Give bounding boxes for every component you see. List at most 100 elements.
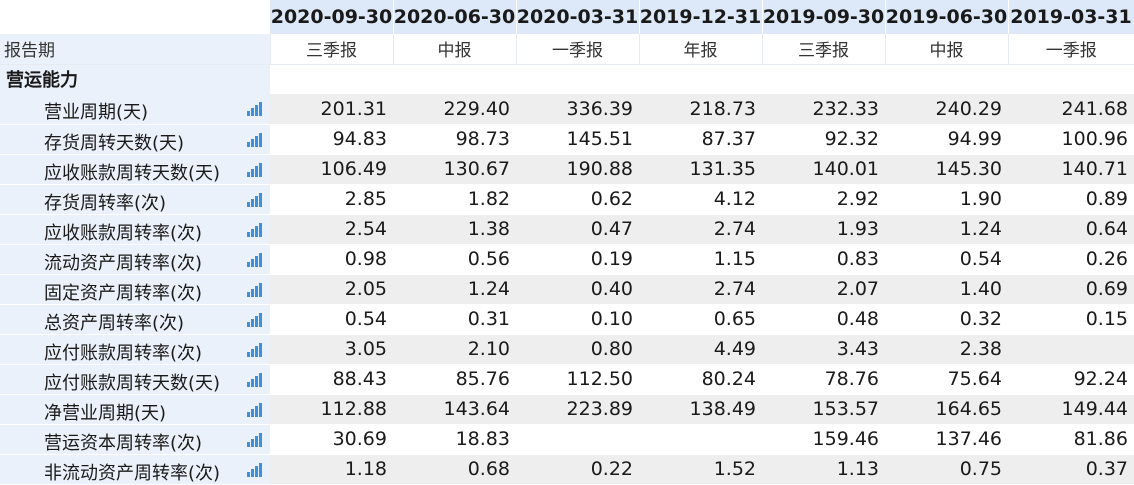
value-cell: 1.24: [393, 274, 516, 305]
value-cell: 223.89: [516, 394, 639, 425]
value-cell: 18.83: [393, 424, 516, 455]
row-label: 非流动资产周转率(次): [44, 462, 221, 484]
value-cell: 2.05: [270, 274, 393, 305]
value-cell: 137.46: [885, 424, 1008, 455]
value-cell: 1.13: [762, 454, 885, 485]
value-cell: 0.69: [1008, 274, 1134, 305]
date-header[interactable]: 2020-03-31: [516, 0, 640, 34]
row-label: 应收账款周转率(次): [44, 222, 203, 244]
value-cell: 164.65: [885, 394, 1008, 425]
row-label-cell: 应付账款周转天数(天): [0, 364, 270, 395]
value-cell: 149.44: [1008, 394, 1134, 425]
bar-chart-icon[interactable]: [246, 162, 262, 177]
value-cell: 78.76: [762, 364, 885, 395]
value-cell: 190.88: [516, 154, 639, 185]
table-row: 固定资产周转率(次) 2.05 1.24 0.40 2.74 2.07 1.40 0.69: [0, 274, 1134, 305]
value-cell: 0.19: [516, 244, 639, 275]
row-label: 应付账款周转率(次): [44, 342, 203, 364]
value-cell: 336.39: [516, 94, 639, 125]
row-label: 存货周转率(次): [44, 192, 167, 214]
table-row: 应收账款周转率(次) 2.54 1.38 0.47 2.74 1.93 1.24 0.64: [0, 214, 1134, 245]
value-cell: 87.37: [639, 124, 762, 155]
report-period-value: 三季报: [269, 34, 393, 65]
value-cell: 2.10: [393, 334, 516, 365]
row-label: 营业周期(天): [44, 102, 149, 123]
value-cell: 85.76: [393, 364, 516, 395]
table-row: 存货周转天数(天) 94.83 98.73 145.51 87.37 92.32 94.99…: [0, 124, 1134, 155]
date-header[interactable]: 2019-12-31: [639, 0, 763, 34]
value-cell: 0.22: [516, 454, 639, 485]
value-cell: 0.65: [639, 304, 762, 335]
value-cell: 1.18: [270, 454, 393, 485]
value-cell: 0.32: [885, 304, 1008, 335]
row-label-cell: 存货周转天数(天): [0, 124, 270, 155]
value-cell: 0.83: [762, 244, 885, 275]
date-header[interactable]: 2020-06-30: [393, 0, 517, 34]
date-header[interactable]: 2020-09-30: [270, 0, 394, 34]
value-cell: 112.50: [516, 364, 639, 395]
value-cell: 100.96: [1008, 124, 1134, 155]
date-header-row: 2020-09-30 2020-06-30 2020-03-31 2019-12…: [0, 0, 1134, 34]
row-label-cell: 营业周期(天): [0, 94, 270, 125]
bar-chart-icon[interactable]: [246, 462, 262, 477]
value-cell: 2.74: [639, 274, 762, 305]
bar-chart-icon[interactable]: [246, 192, 262, 207]
header-corner: [0, 0, 271, 34]
value-cell: 4.12: [639, 184, 762, 215]
value-cell: 0.56: [393, 244, 516, 275]
row-label: 净营业周期(天): [44, 402, 167, 424]
date-header[interactable]: 2019-03-31: [1008, 0, 1134, 34]
bar-chart-icon[interactable]: [246, 372, 262, 387]
table-row: 应收账款周转天数(天) 106.49 130.67 190.88 131.35 140.0…: [0, 154, 1134, 185]
value-cell: 131.35: [639, 154, 762, 185]
value-cell: 2.85: [270, 184, 393, 215]
value-cell: 92.24: [1008, 364, 1134, 395]
table-row: 应付账款周转天数(天) 88.43 85.76 112.50 80.24 78.76 75.…: [0, 364, 1134, 395]
report-period-label: 报告期: [0, 34, 270, 65]
value-cell: 75.64: [885, 364, 1008, 395]
bar-chart-icon[interactable]: [246, 102, 262, 116]
value-cell: 98.73: [393, 124, 516, 155]
row-label-cell: 非流动资产周转率(次): [0, 454, 270, 485]
value-cell: 2.74: [639, 214, 762, 245]
value-cell: 2.07: [762, 274, 885, 305]
date-header[interactable]: 2019-09-30: [762, 0, 886, 34]
value-cell: 92.32: [762, 124, 885, 155]
value-cell: 0.37: [1008, 454, 1134, 485]
value-cell: 112.88: [270, 394, 393, 425]
value-cell: 0.26: [1008, 244, 1134, 275]
bar-chart-icon[interactable]: [246, 432, 262, 447]
row-label-cell: 流动资产周转率(次): [0, 244, 270, 275]
table-row: 营运资本周转率(次) 30.69 18.83 159.46 137.46 81.86: [0, 424, 1134, 455]
value-cell: 94.99: [885, 124, 1008, 155]
bar-chart-icon[interactable]: [246, 312, 262, 327]
value-cell: 232.33: [762, 94, 885, 125]
value-cell: 130.67: [393, 154, 516, 185]
value-cell: 0.54: [270, 304, 393, 335]
value-cell: 0.62: [516, 184, 639, 215]
bar-chart-icon[interactable]: [246, 342, 262, 357]
value-cell: 201.31: [270, 94, 393, 125]
table-row: 存货周转率(次) 2.85 1.82 0.62 4.12 2.92 1.90 0.89: [0, 184, 1134, 215]
value-cell: 218.73: [639, 94, 762, 125]
bar-chart-icon[interactable]: [246, 222, 262, 237]
date-header[interactable]: 2019-06-30: [885, 0, 1009, 34]
value-cell: 88.43: [270, 364, 393, 395]
bar-chart-icon[interactable]: [246, 402, 262, 417]
bar-chart-icon[interactable]: [246, 132, 262, 147]
value-cell: 0.89: [1008, 184, 1134, 215]
bar-chart-icon[interactable]: [246, 282, 262, 297]
value-cell: 241.68: [1008, 94, 1134, 125]
report-period-value: 一季报: [515, 34, 639, 65]
row-label-cell: 应收账款周转天数(天): [0, 154, 270, 185]
row-label-cell: 净营业周期(天): [0, 394, 270, 425]
value-cell: 2.54: [270, 214, 393, 245]
value-cell: 2.38: [885, 334, 1008, 365]
section-filler: [270, 64, 1134, 94]
value-cell: 1.52: [639, 454, 762, 485]
value-cell: 4.49: [639, 334, 762, 365]
section-title[interactable]: 营运能力: [0, 64, 270, 94]
bar-chart-icon[interactable]: [246, 252, 262, 267]
value-cell: 0.48: [762, 304, 885, 335]
table-row: 非流动资产周转率(次) 1.18 0.68 0.22 1.52 1.13 0.75 0.37: [0, 454, 1134, 485]
